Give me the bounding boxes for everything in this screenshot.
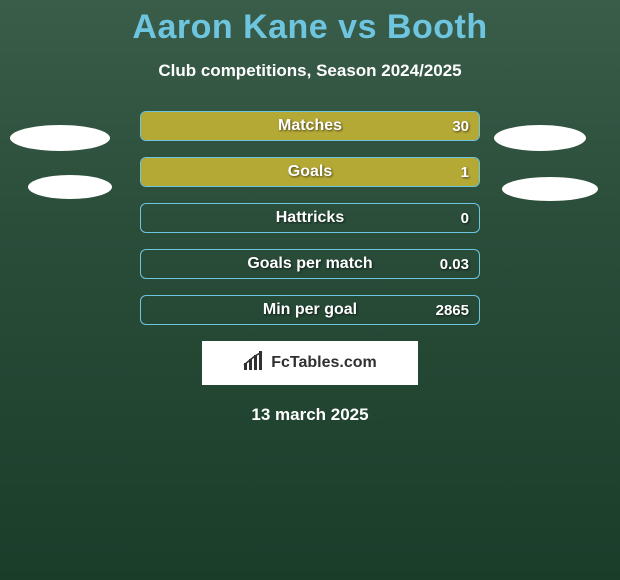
decorative-ellipse (10, 125, 110, 151)
stat-label: Min per goal (141, 296, 479, 324)
stat-label: Matches (141, 112, 479, 140)
decorative-ellipse (494, 125, 586, 151)
comparison-chart: Matches30 Goals1 Hattricks0 Goals per match… (0, 111, 620, 325)
stat-label: Goals (141, 158, 479, 186)
stat-label: Hattricks (141, 204, 479, 232)
stat-value: 0 (461, 204, 469, 232)
stat-label: Goals per match (141, 250, 479, 278)
brand-chart-icon (243, 351, 267, 376)
brand-label: FcTables.com (271, 354, 377, 372)
decorative-ellipse (28, 175, 112, 199)
decorative-ellipse (502, 177, 598, 201)
date-label: 13 march 2025 (0, 405, 620, 425)
stat-row: Min per goal2865 (140, 295, 480, 325)
stat-value: 0.03 (440, 250, 469, 278)
stat-row: Matches30 (140, 111, 480, 141)
stat-row: Goals per match0.03 (140, 249, 480, 279)
page-title: Aaron Kane vs Booth (0, 0, 620, 47)
stat-row: Hattricks0 (140, 203, 480, 233)
brand-badge: FcTables.com (202, 341, 418, 385)
stat-value: 30 (452, 112, 469, 140)
stat-value: 1 (461, 158, 469, 186)
stat-row: Goals1 (140, 157, 480, 187)
page-subtitle: Club competitions, Season 2024/2025 (0, 61, 620, 81)
stat-value: 2865 (436, 296, 469, 324)
